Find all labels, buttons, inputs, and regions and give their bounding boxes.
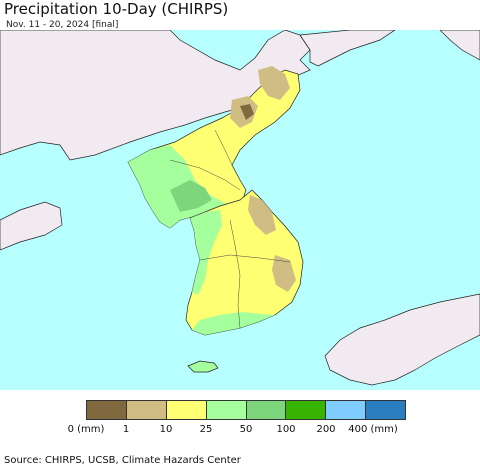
legend-swatch-5 — [286, 401, 327, 419]
admin-boundaries — [169, 129, 291, 329]
south-korea-west-green — [190, 210, 222, 295]
shandong-peninsula — [0, 201, 63, 251]
legend-tick-5: 100 — [276, 424, 296, 435]
japan-land — [324, 293, 480, 386]
legend-swatch-4 — [246, 401, 287, 419]
legend-swatch-7 — [366, 401, 405, 419]
honshu-west — [439, 30, 480, 61]
legend-swatch-6 — [326, 401, 367, 419]
foreign-land — [0, 30, 480, 386]
north-korea-highlands — [258, 66, 290, 100]
province-line-south2 — [229, 219, 241, 329]
map-subtitle: Nov. 11 - 20, 2024 [final] — [6, 20, 119, 30]
jeju-island — [187, 360, 219, 373]
south-korea-east-dry — [248, 195, 276, 235]
north-korea-inland-green — [170, 180, 212, 212]
legend-tick-6: 200 — [316, 424, 336, 435]
legend-ticks: 0 (mm) 1 10 25 50 100 200 400 (mm) — [0, 424, 480, 438]
legend-tick-4: 50 — [239, 424, 253, 435]
precipitation-map — [0, 30, 480, 390]
dmz-border — [189, 189, 253, 219]
korea-precipitation — [127, 66, 304, 373]
legend-swatch-0 — [87, 401, 127, 419]
legend-tick-2: 10 — [159, 424, 173, 435]
province-line-north — [169, 159, 241, 191]
legend-tick-0: 0 (mm) — [67, 424, 105, 435]
province-line-south — [199, 254, 291, 263]
legend-swatch-1 — [126, 401, 167, 419]
precipitation-legend — [86, 400, 406, 420]
legend-tick-3: 25 — [199, 424, 213, 435]
legend-swatch-3 — [206, 401, 247, 419]
source-credit: Source: CHIRPS, UCSB, Climate Hazards Ce… — [4, 455, 241, 466]
province-line-north2 — [214, 129, 233, 166]
legend-tick-7: 400 (mm) — [348, 424, 398, 435]
north-korea-driest — [240, 104, 254, 120]
south-korea-south-coast — [192, 312, 275, 335]
legend-swatch-2 — [166, 401, 207, 419]
legend-tick-1: 1 — [122, 424, 130, 435]
south-korea-southeast-dry — [272, 255, 296, 292]
russia-land — [299, 30, 396, 67]
map-title: Precipitation 10-Day (CHIRPS) — [4, 0, 229, 18]
